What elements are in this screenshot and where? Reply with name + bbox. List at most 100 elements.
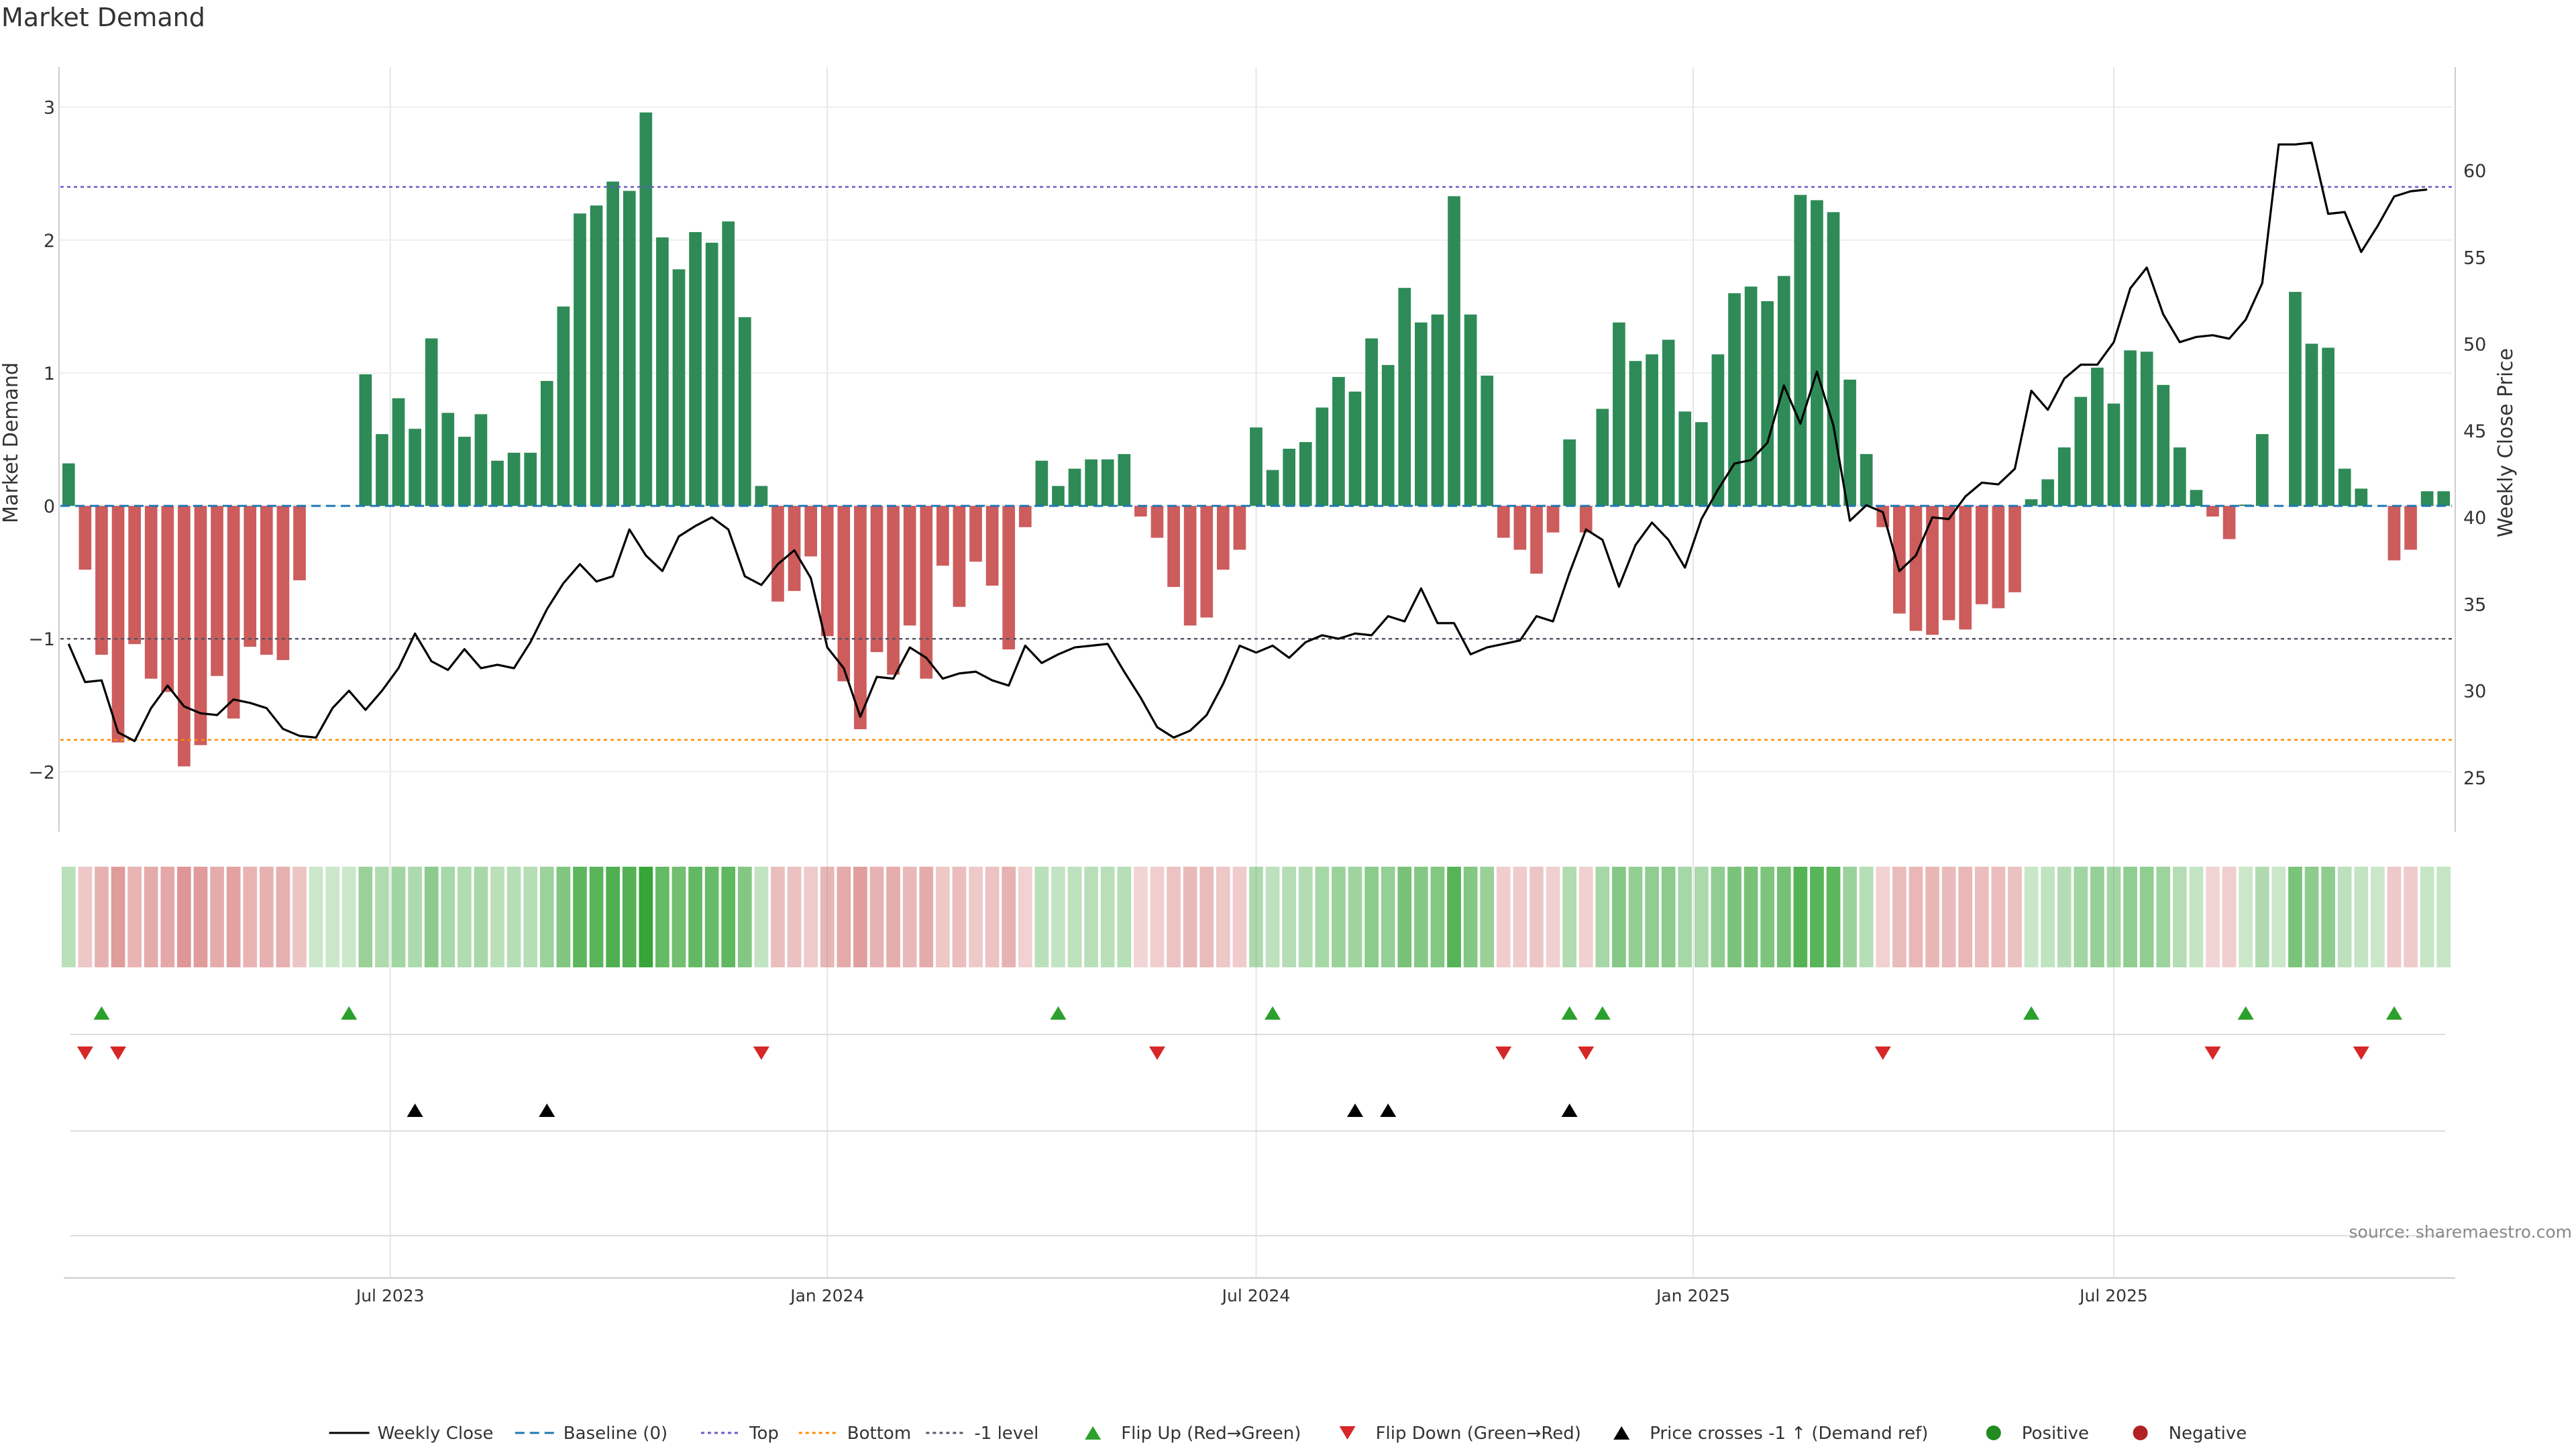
- y-axis-label: Market Demand: [0, 362, 23, 523]
- demand-bar: [1200, 506, 1214, 618]
- demand-bar: [491, 460, 504, 506]
- demand-bar: [144, 506, 158, 679]
- demand-bar: [2437, 491, 2451, 506]
- heat-strip-cell: [1941, 867, 1956, 967]
- heat-strip-cell: [704, 867, 719, 967]
- demand-bar: [1134, 506, 1147, 517]
- heat-strip-cell: [1859, 867, 1874, 967]
- heat-strip-cell: [61, 867, 76, 967]
- demand-bar: [458, 437, 471, 506]
- heat-strip-cell: [787, 867, 802, 967]
- demand-bar: [1183, 506, 1197, 626]
- demand-bar: [623, 191, 636, 506]
- demand-bar: [1481, 375, 1494, 506]
- demand-bar: [1893, 506, 1906, 614]
- demand-bar: [293, 506, 306, 581]
- demand-bar: [689, 231, 702, 506]
- heat-strip-cell: [1810, 867, 1824, 967]
- legend-label: Price crosses -1 ↑ (Demand ref): [1650, 1424, 1928, 1444]
- heat-strip-cell: [936, 867, 950, 967]
- flip-down-marker: [2204, 1046, 2221, 1060]
- demand-bar: [722, 221, 735, 506]
- heat-strip-cell: [969, 867, 983, 967]
- legend-flip-up-icon: [1085, 1426, 1102, 1440]
- heat-strip-cell: [1183, 867, 1197, 967]
- demand-bar: [524, 452, 537, 506]
- heat-strip-cell: [95, 867, 109, 967]
- demand-bar: [540, 380, 553, 506]
- demand-bar: [1827, 212, 1840, 506]
- demand-bar: [1018, 506, 1032, 527]
- demand-bar: [820, 506, 834, 637]
- demand-bar: [1052, 486, 1065, 506]
- demand-bar: [1150, 506, 1164, 538]
- y2-tick-label: 30: [2463, 682, 2486, 702]
- heat-strip-cell: [391, 867, 406, 967]
- heat-strip-cell: [160, 867, 175, 967]
- heat-strip-cell: [688, 867, 702, 967]
- heat-strip-cell: [341, 867, 356, 967]
- demand-bar: [1695, 422, 1708, 506]
- heat-strip-cell: [292, 867, 307, 967]
- y-tick-label: 2: [44, 231, 55, 252]
- heat-strip-cell: [111, 867, 125, 967]
- heat-strip-cell: [1216, 867, 1230, 967]
- demand-bar: [903, 506, 916, 626]
- legend-negative-icon: [2133, 1426, 2148, 1440]
- demand-bar: [1085, 459, 1097, 506]
- heat-strip-cell: [573, 867, 587, 967]
- heat-strip-cell: [1051, 867, 1065, 967]
- heat-strip-cell: [1892, 867, 1907, 967]
- heat-strip-cell: [1876, 867, 1890, 967]
- demand-bar: [1530, 506, 1543, 574]
- demand-bar: [2173, 447, 2186, 506]
- demand-bar: [1431, 314, 1444, 506]
- heat-strip-cell: [1397, 867, 1412, 967]
- legend-label: Baseline (0): [564, 1424, 667, 1444]
- price-cross-marker: [1380, 1104, 1397, 1117]
- demand-bar: [1811, 200, 1823, 506]
- heat-strip-cell: [2404, 867, 2418, 967]
- heat-strip-cell: [1727, 867, 1741, 967]
- heat-strip-cell: [853, 867, 867, 967]
- demand-bar: [211, 506, 223, 676]
- demand-bar: [1415, 322, 1428, 506]
- legend-label: Positive: [2022, 1424, 2089, 1444]
- demand-bar: [804, 506, 818, 557]
- heat-strip-cell: [721, 867, 736, 967]
- heat-strip-cell: [869, 867, 884, 967]
- demand-bar: [178, 506, 191, 767]
- price-cross-marker: [1347, 1104, 1364, 1117]
- heat-strip-cell: [1134, 867, 1148, 967]
- heat-strip-cell: [490, 867, 504, 967]
- heat-strip-cell: [1117, 867, 1132, 967]
- heat-strip-cell: [193, 867, 208, 967]
- heat-strip-cell: [1513, 867, 1527, 967]
- demand-bar: [2091, 368, 2104, 506]
- heat-strip-cell: [1711, 867, 1725, 967]
- demand-bar: [1381, 365, 1395, 506]
- demand-bar: [95, 506, 108, 655]
- y2-tick-label: 40: [2463, 508, 2486, 529]
- demand-bar: [2222, 506, 2236, 539]
- heat-strip-cell: [985, 867, 1000, 967]
- heat-strip-cell: [606, 867, 620, 967]
- heat-strip-cell: [622, 867, 637, 967]
- heat-strip-cell: [2304, 867, 2319, 967]
- heat-strip-cell: [1447, 867, 1461, 967]
- heat-strip-cell: [804, 867, 818, 967]
- heat-strip-cell: [1150, 867, 1165, 967]
- demand-bar: [474, 414, 488, 506]
- heat-strip-cell: [820, 867, 835, 967]
- heat-strip-cell: [1958, 867, 1973, 967]
- demand-bar: [1101, 459, 1114, 506]
- y2-tick-label: 35: [2463, 594, 2486, 615]
- heat-strip-cell: [2436, 867, 2451, 967]
- y-tick-label: 0: [44, 496, 55, 517]
- demand-bar: [771, 506, 784, 602]
- demand-bar: [1513, 506, 1527, 550]
- heat-strip-cell: [2371, 867, 2385, 967]
- flip-up-marker: [2237, 1006, 2254, 1020]
- demand-bar: [788, 506, 801, 591]
- demand-bar: [1398, 288, 1411, 506]
